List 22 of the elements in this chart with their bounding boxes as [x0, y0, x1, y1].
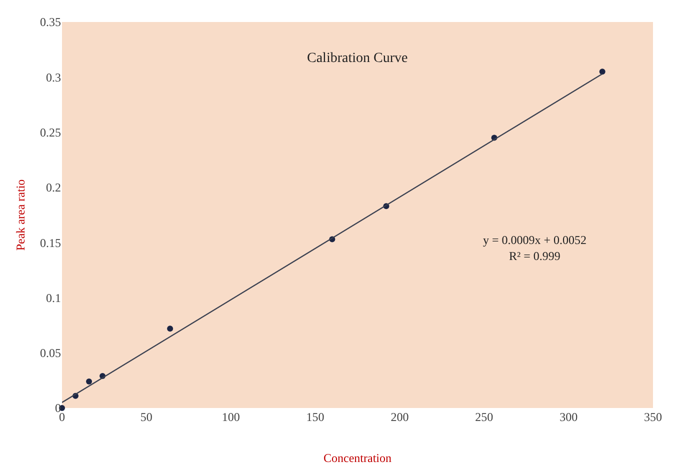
y-tick-label: 0.15: [40, 236, 61, 250]
y-tick-label: 0.2: [46, 180, 61, 195]
point: [599, 68, 606, 75]
x-tick-label: 350: [644, 410, 662, 424]
point: [86, 378, 92, 385]
y-tick-label: 0.35: [40, 15, 61, 30]
annotation: y = 0.0009x + 0.0052: [483, 233, 587, 247]
y-tick-label: 0.1: [46, 290, 61, 305]
y-tick-label: 0.05: [40, 346, 61, 360]
x-axis-title: Concentration: [324, 450, 392, 465]
point: [167, 326, 174, 332]
y-axis-title: Peak area ratio: [13, 179, 28, 251]
y-tick-label: 0.3: [46, 70, 61, 84]
x-tick-label: 100: [222, 410, 240, 424]
x-tick-label: 50: [140, 410, 152, 424]
x-tick-label: 250: [475, 410, 494, 424]
x-tick-label: 300: [560, 410, 578, 424]
text: Calibration Curve: [307, 51, 408, 66]
annotation: R² = 0.999: [509, 249, 560, 263]
y-tick-label: 0.25: [40, 125, 61, 140]
x-tick-label: 200: [390, 410, 409, 424]
x-tick-label: 150: [306, 410, 324, 424]
